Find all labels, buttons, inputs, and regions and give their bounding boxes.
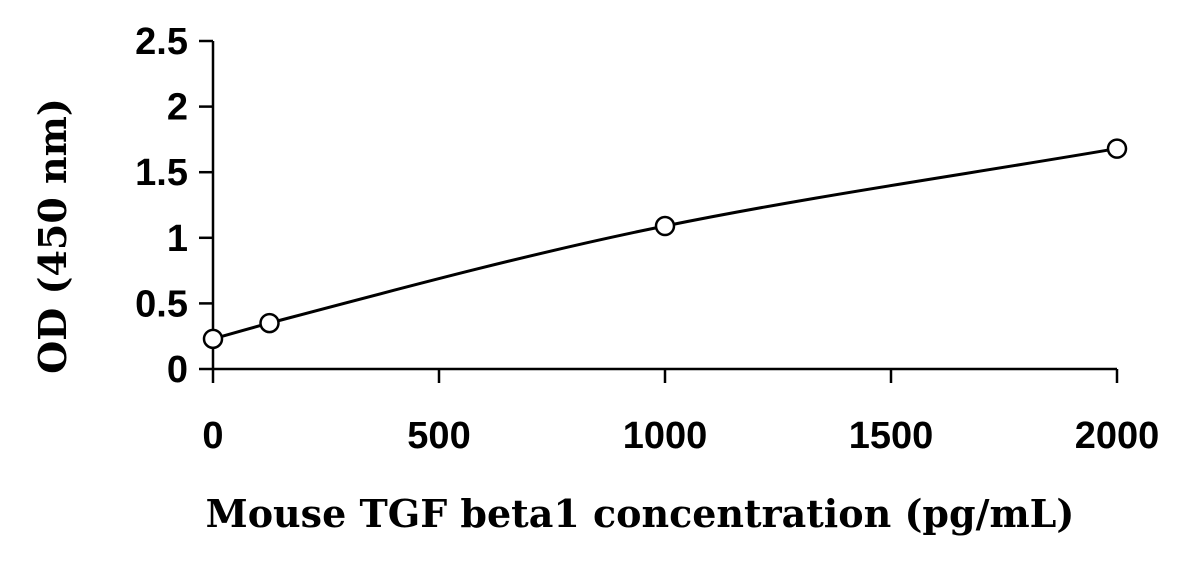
data-point bbox=[202, 328, 224, 350]
data-point bbox=[654, 215, 676, 237]
y-tick-label: 0 bbox=[167, 349, 188, 391]
y-tick-label: 1.5 bbox=[135, 152, 188, 194]
x-tick-label: 0 bbox=[202, 415, 223, 457]
x-tick-label: 2000 bbox=[1075, 415, 1160, 457]
y-tick-label: 2.5 bbox=[135, 21, 188, 63]
y-tick-label: 0.5 bbox=[135, 283, 188, 325]
x-tick-label: 1000 bbox=[623, 415, 708, 457]
y-tick-label: 2 bbox=[167, 87, 188, 129]
fit-curve bbox=[212, 147, 1118, 341]
x-axis-title: Mouse TGF beta1 concentration (pg/mL) bbox=[206, 491, 1075, 536]
data-point bbox=[1106, 138, 1128, 159]
y-axis-title: OD (450 nm) bbox=[30, 98, 75, 374]
y-tick-label: 1 bbox=[167, 218, 188, 260]
x-tick-label: 500 bbox=[407, 415, 470, 457]
data-points-layer bbox=[202, 138, 1128, 350]
axes: 0 0.5 1 1.5 2 2.5 0 500 1000 1500 2000 bbox=[135, 21, 1159, 457]
fit-curve-layer bbox=[212, 147, 1118, 341]
data-point bbox=[259, 312, 280, 334]
x-tick-label: 1500 bbox=[849, 415, 934, 457]
